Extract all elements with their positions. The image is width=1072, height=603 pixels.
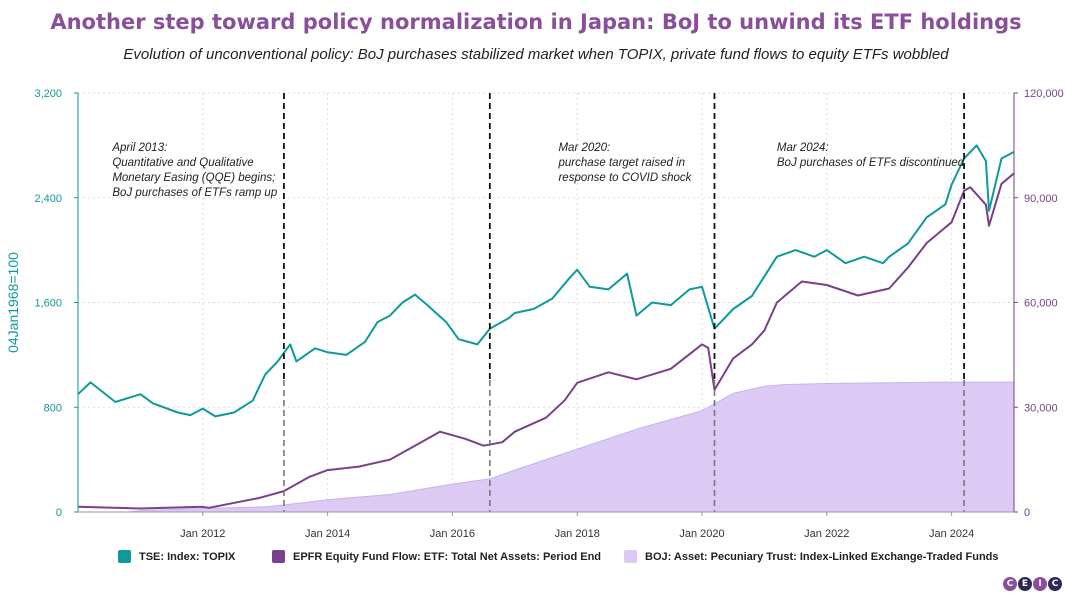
x-tick-label: Jan 2022 bbox=[804, 528, 849, 540]
legend-swatch-topix bbox=[118, 550, 131, 563]
legend-label-boj: BOJ: Asset: Pecuniary Trust: Index-Linke… bbox=[645, 550, 999, 563]
event-annotation: purchase target raised in bbox=[557, 157, 685, 169]
legend-swatch-epfr bbox=[272, 550, 285, 563]
y-tick-label-left: 1,600 bbox=[34, 298, 62, 310]
logo-letter: I bbox=[1033, 577, 1047, 591]
event-annotation: BoJ purchases of ETFs discontinued bbox=[777, 157, 965, 169]
series-line-topix bbox=[77, 144, 1015, 418]
legend-swatch-boj bbox=[624, 550, 637, 563]
logo-letter: C bbox=[1003, 577, 1017, 591]
x-tick-label: Jan 2024 bbox=[929, 528, 974, 540]
legend-item-epfr[interactable]: EPFR Equity Fund Flow: ETF: Total Net As… bbox=[272, 550, 601, 563]
y-axis-title-left: 04Jan1968=100 bbox=[5, 252, 21, 353]
y-tick-label-left: 0 bbox=[56, 507, 62, 519]
legend-item-boj[interactable]: BOJ: Asset: Pecuniary Trust: Index-Linke… bbox=[624, 550, 999, 563]
x-tick-label: Jan 2018 bbox=[555, 528, 600, 540]
event-annotation: April 2013: bbox=[111, 142, 167, 154]
y-tick-label-left: 800 bbox=[44, 402, 62, 414]
y-tick-label-right: 0 bbox=[1024, 507, 1030, 519]
event-annotation: Quantitative and Qualitative bbox=[112, 157, 253, 169]
logo-letter: E bbox=[1018, 577, 1032, 591]
y-tick-label-right: 120,000 bbox=[1024, 88, 1064, 100]
x-tick-label: Jan 2014 bbox=[305, 528, 350, 540]
legend-label-epfr: EPFR Equity Fund Flow: ETF: Total Net As… bbox=[293, 550, 602, 563]
chart-legend: TSE: Index: TOPIX EPFR Equity Fund Flow:… bbox=[0, 550, 1072, 568]
legend-item-topix[interactable]: TSE: Index: TOPIX bbox=[118, 550, 235, 563]
event-annotation: BoJ purchases of ETFs ramp up bbox=[112, 187, 278, 199]
ceic-logo: C E I C bbox=[1003, 575, 1063, 593]
y-tick-label-right: 30,000 bbox=[1024, 402, 1058, 414]
y-tick-label-left: 2,400 bbox=[34, 193, 62, 205]
y-tick-label-right: 60,000 bbox=[1024, 298, 1058, 310]
event-annotation: Mar 2024: bbox=[777, 142, 829, 154]
chart-subtitle: Evolution of unconventional policy: BoJ … bbox=[123, 46, 949, 63]
x-tick-label: Jan 2012 bbox=[180, 528, 225, 540]
x-tick-label: Jan 2020 bbox=[679, 528, 724, 540]
event-annotation: response to COVID shock bbox=[558, 172, 692, 184]
logo-letter: C bbox=[1048, 577, 1062, 591]
y-tick-label-left: 3,200 bbox=[34, 88, 62, 100]
event-annotation: Mar 2020: bbox=[558, 142, 610, 154]
series-line-epfr bbox=[77, 172, 1015, 510]
y-tick-label-right: 90,000 bbox=[1024, 193, 1058, 205]
chart-title: Another step toward policy normalization… bbox=[50, 10, 1022, 34]
event-annotation: Monetary Easing (QQE) begins; bbox=[112, 172, 275, 184]
legend-label-topix: TSE: Index: TOPIX bbox=[139, 550, 236, 563]
x-tick-label: Jan 2016 bbox=[430, 528, 475, 540]
series-area-boj bbox=[78, 381, 1015, 513]
